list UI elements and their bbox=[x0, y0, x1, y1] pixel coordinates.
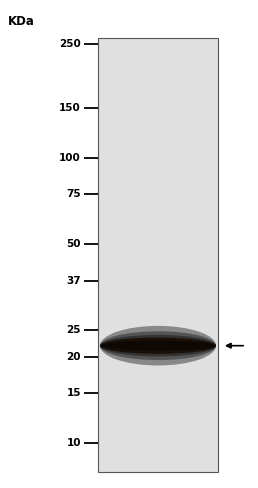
Text: 15: 15 bbox=[67, 388, 81, 398]
Text: 150: 150 bbox=[59, 102, 81, 113]
Ellipse shape bbox=[100, 335, 216, 356]
Text: 10: 10 bbox=[67, 438, 81, 448]
Text: 50: 50 bbox=[67, 239, 81, 249]
Ellipse shape bbox=[100, 326, 216, 366]
Ellipse shape bbox=[100, 338, 216, 354]
Text: 20: 20 bbox=[67, 352, 81, 363]
Text: 75: 75 bbox=[66, 188, 81, 199]
Text: 25: 25 bbox=[67, 325, 81, 335]
Text: 100: 100 bbox=[59, 153, 81, 163]
Text: KDa: KDa bbox=[8, 15, 35, 28]
Text: 250: 250 bbox=[59, 40, 81, 49]
Bar bbox=[98, 38, 218, 472]
Ellipse shape bbox=[100, 341, 216, 350]
Ellipse shape bbox=[100, 331, 216, 360]
Text: 37: 37 bbox=[66, 276, 81, 286]
